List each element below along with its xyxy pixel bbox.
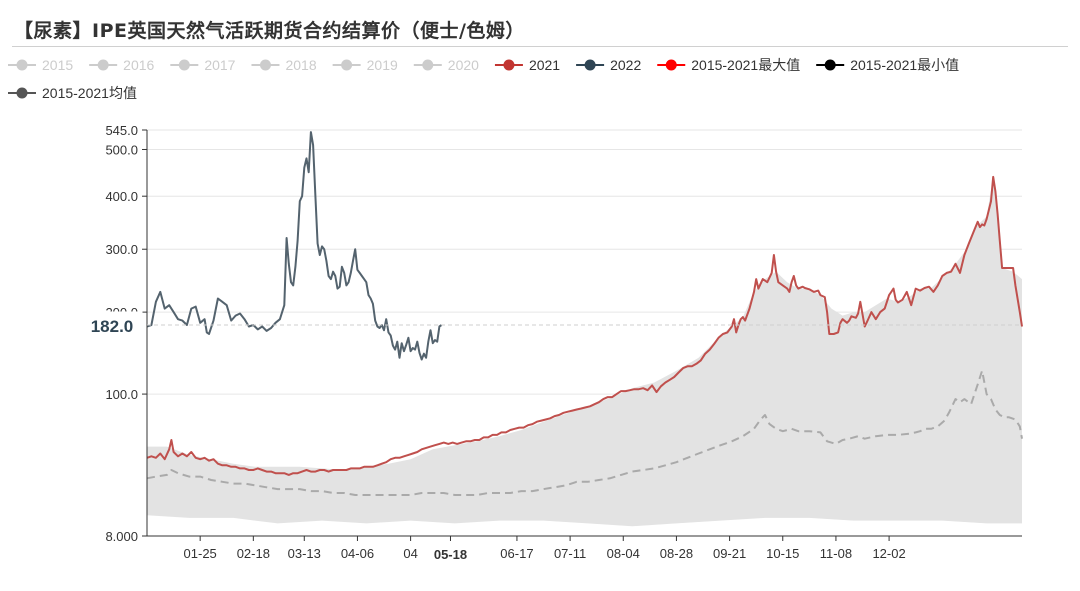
legend-label: 2015 xyxy=(42,57,73,73)
legend-label: 2018 xyxy=(285,57,316,73)
gridlines xyxy=(147,129,1022,537)
legend-item[interactable]: 2020 xyxy=(413,57,479,73)
legend-marker xyxy=(665,59,677,71)
legend-label: 2015-2021最大值 xyxy=(691,57,800,73)
chart-title: 【尿素】IPE英国天然气活跃期货合约结算价（便士/色姆） xyxy=(14,20,525,42)
y-tick-label: 8.000 xyxy=(105,529,138,544)
legend-item[interactable]: 2015-2021均值 xyxy=(8,85,137,101)
x-tick-label: 08-28 xyxy=(660,546,693,561)
title-divider xyxy=(12,46,1068,47)
y-tick-label: 500.0 xyxy=(105,142,138,157)
legend-item[interactable]: 2021 xyxy=(494,57,560,73)
legend-item[interactable]: 2015-2021最大值 xyxy=(657,57,800,73)
legend-item[interactable]: 2017 xyxy=(170,57,236,73)
legend-marker xyxy=(178,59,190,71)
legend-marker xyxy=(97,59,109,71)
x-tick-label: 12-02 xyxy=(872,546,905,561)
legend-item[interactable]: 2016 xyxy=(89,57,155,73)
axis-pointer-box xyxy=(81,311,143,339)
series-line-2022 xyxy=(146,131,443,361)
legend-label: 2019 xyxy=(367,57,398,73)
legend-item[interactable]: 2018 xyxy=(251,57,317,73)
legend-marker xyxy=(422,59,434,71)
x-axis: 01-25 02-18 03-13 04-06 04 05-18 06-17 07-11 08-… xyxy=(147,535,1022,562)
series-lines xyxy=(146,131,1023,496)
x-tick-label: 04 xyxy=(403,546,417,561)
x-tick-label: 05-18 xyxy=(434,547,467,562)
legend-marker xyxy=(341,59,353,71)
range-band xyxy=(147,176,1022,527)
legend-label: 2016 xyxy=(123,57,154,73)
series-line-2021 xyxy=(146,175,1023,476)
legend-label: 2015-2021均值 xyxy=(42,85,137,101)
x-tick-label: 01-25 xyxy=(184,546,217,561)
legend-marker xyxy=(16,59,28,71)
legend-marker xyxy=(503,59,515,71)
x-tick-label: 10-15 xyxy=(766,546,799,561)
x-tick-label: 07-11 xyxy=(554,546,586,561)
x-tick-label: 04-06 xyxy=(341,546,374,561)
series-line-2015-2021均值 xyxy=(146,369,1023,496)
legend-item[interactable]: 2015 xyxy=(8,57,73,73)
legend[interactable]: 2015 2016 2017 2018 2019 2020 2021 2022 2015-202… xyxy=(8,57,959,101)
legend-marker xyxy=(824,59,836,71)
y-tick-label: 300.0 xyxy=(105,242,138,257)
x-tick-label: 11-08 xyxy=(820,546,852,561)
legend-item[interactable]: 2015-2021最小值 xyxy=(816,57,959,73)
legend-label: 2022 xyxy=(610,57,641,73)
axis-pointer-label: 182.0 xyxy=(81,311,1022,339)
x-tick-label: 09-21 xyxy=(713,546,746,561)
legend-item[interactable]: 2019 xyxy=(332,57,398,73)
legend-label: 2020 xyxy=(448,57,479,73)
legend-label: 2021 xyxy=(529,57,560,73)
legend-marker xyxy=(16,87,28,99)
legend-label: 2015-2021最小值 xyxy=(850,57,959,73)
legend-marker xyxy=(259,59,271,71)
legend-marker xyxy=(584,59,596,71)
x-tick-label: 02-18 xyxy=(237,546,270,561)
x-tick-label: 03-13 xyxy=(288,546,321,561)
x-tick-label: 06-17 xyxy=(500,546,533,561)
y-tick-label: 545.0 xyxy=(105,123,138,138)
y-tick-label: 100.0 xyxy=(105,387,138,402)
y-tick-label: 400.0 xyxy=(105,189,138,204)
max-min-band xyxy=(147,176,1022,527)
legend-label: 2017 xyxy=(204,57,235,73)
axis-pointer-value: 182.0 xyxy=(91,317,134,336)
legend-item[interactable]: 2022 xyxy=(576,57,641,73)
x-tick-label: 08-04 xyxy=(607,546,640,561)
